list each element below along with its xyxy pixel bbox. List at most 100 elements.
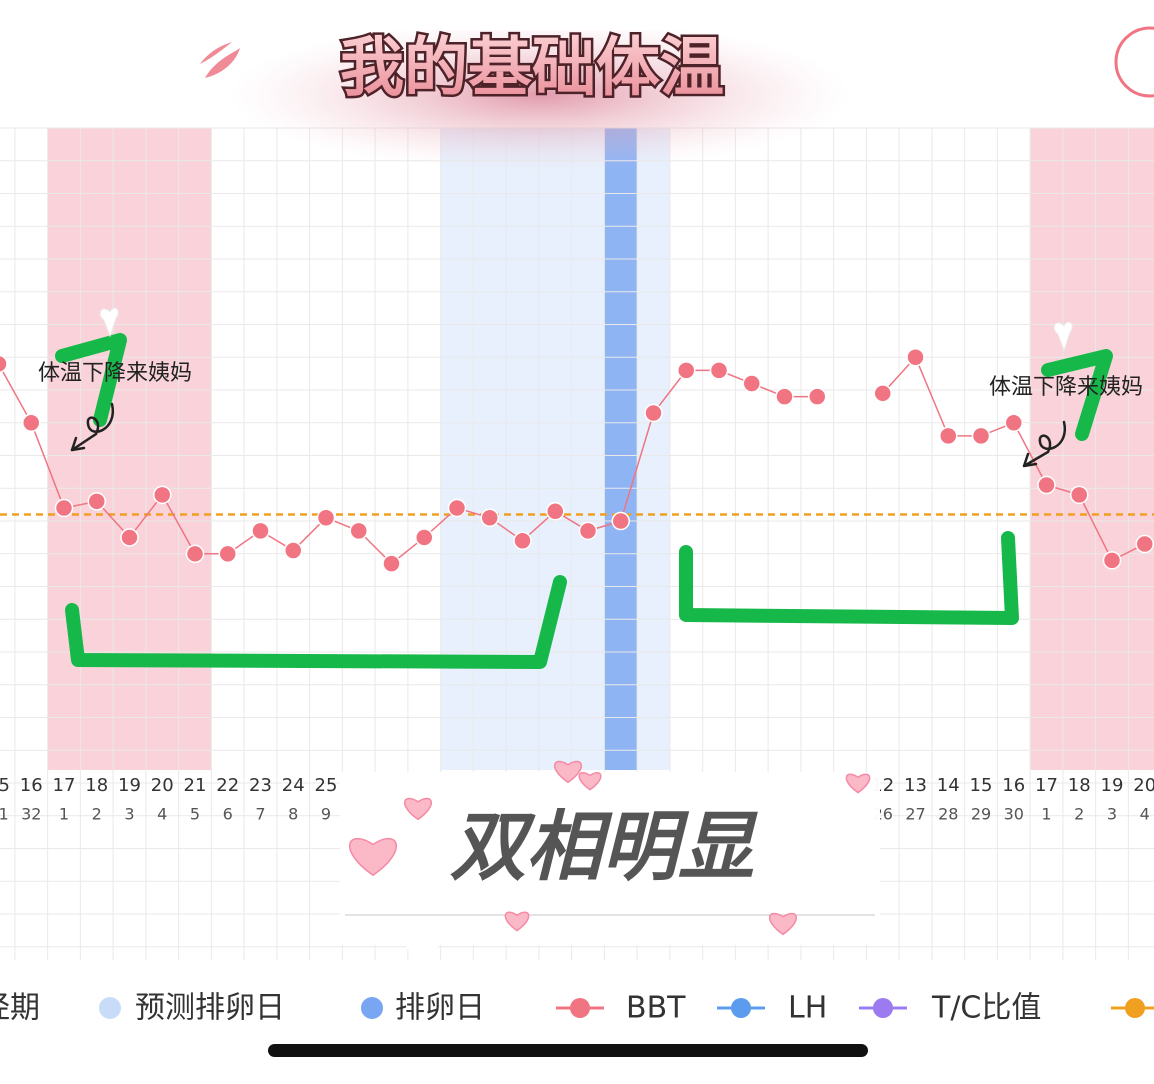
cycle-day-label: 30: [1004, 805, 1024, 824]
bbt-point: [1102, 551, 1122, 570]
date-label: 13: [904, 775, 927, 796]
bbt-point: [415, 528, 434, 547]
cycle-day-label: 3: [1107, 805, 1117, 824]
date-label: 23: [249, 775, 272, 796]
bbt-point: [382, 554, 401, 573]
day-band: [1128, 128, 1154, 770]
date-label: 24: [282, 775, 305, 796]
heart: [349, 837, 397, 877]
legend-label: BBT: [626, 991, 686, 1026]
bbt-point: [447, 498, 467, 518]
day-band: [1062, 128, 1096, 770]
legend-marker: [361, 997, 383, 1019]
date-label: 17: [53, 775, 76, 796]
date-label: 15: [970, 775, 993, 796]
bbt-point: [1037, 475, 1056, 495]
bbt-point: [873, 384, 892, 403]
cycle-day-label: 2: [92, 805, 102, 824]
legend-marker: [570, 998, 590, 1018]
date-label: 18: [1068, 775, 1091, 796]
bbt-point: [153, 485, 172, 505]
bbt-point: [349, 521, 368, 541]
bbt-point: [0, 354, 8, 373]
date-label: 15: [0, 775, 10, 796]
date-label: 22: [216, 775, 239, 796]
date-label: 16: [1002, 775, 1025, 796]
bbt-point: [316, 508, 336, 528]
legend-marker: [873, 998, 893, 1018]
cycle-day-label: 4: [1140, 805, 1150, 824]
bbt-point: [1004, 413, 1023, 433]
legend-marker: [731, 998, 751, 1018]
date-label: 25: [315, 775, 338, 796]
day-band: [113, 128, 146, 770]
bbt-point: [54, 498, 74, 518]
bbt-point: [1135, 534, 1154, 554]
bbt-point: [251, 521, 270, 541]
heart: [578, 771, 602, 791]
bbt-point: [611, 511, 630, 531]
date-label: 18: [85, 775, 108, 796]
heart: [99, 307, 119, 338]
curly-arrow: [70, 402, 115, 452]
sticker: 双相明显: [340, 760, 880, 965]
cycle-day-label: 8: [288, 805, 298, 824]
menu-button[interactable]: [1114, 26, 1154, 98]
legend-label: 预测排卵日: [135, 991, 285, 1026]
sticker-text: 双相明显: [450, 802, 758, 891]
legend-label: 排卵日: [395, 991, 485, 1026]
leaf-icon: [200, 42, 240, 78]
day-band: [538, 128, 572, 770]
header: 我的基础体温: [0, 0, 1154, 170]
date-label: 14: [937, 775, 960, 796]
legend-marker: [1125, 998, 1145, 1018]
cycle-day-label: 9: [321, 805, 331, 824]
cycle-day-label: 3: [124, 805, 134, 824]
legend: 经期 预测排卵日 排卵日 BBT LH T/C比值: [0, 991, 1154, 1026]
axis-labels: 1531163217118219320421522623724825912261…: [0, 775, 1154, 824]
date-label: 20: [1133, 775, 1154, 796]
cycle-day-label: 31: [0, 805, 9, 824]
bracket: [65, 575, 567, 669]
cycle-day-label: 1: [1041, 805, 1051, 824]
cycle-day-label: 7: [255, 805, 265, 824]
curly-arrow: [1022, 420, 1067, 468]
bbt-point: [578, 521, 598, 541]
cycle-day-label: 32: [21, 805, 41, 824]
home-indicator: [268, 1044, 868, 1057]
legend-label: LH: [788, 991, 827, 1026]
bbt-point: [742, 374, 761, 393]
bbt-point: [644, 403, 663, 423]
cycle-day-label: 27: [905, 805, 925, 824]
date-label: 17: [1035, 775, 1058, 796]
cycle-day-label: 2: [1074, 805, 1084, 824]
plot: [0, 348, 1154, 573]
bracket: [679, 531, 1019, 625]
cycle-day-label: 6: [223, 805, 233, 824]
date-label: 20: [151, 775, 174, 796]
bbt-point: [939, 426, 958, 446]
annotation: 体温下降来姨妈: [38, 361, 192, 386]
cycle-day-label: 28: [938, 805, 958, 824]
day-band: [80, 128, 114, 770]
heart: [554, 760, 582, 784]
date-label: 16: [20, 775, 43, 796]
bbt-point: [120, 528, 139, 547]
bbt-point: [513, 531, 532, 550]
heart: [845, 773, 871, 794]
day-band: [440, 128, 474, 770]
heart: [1053, 321, 1073, 352]
heart: [404, 797, 432, 821]
legend-label: 经期: [0, 991, 40, 1026]
legend-label: T/C比值: [931, 991, 1041, 1026]
bbt-point: [185, 544, 205, 564]
bbt-point: [906, 348, 925, 367]
arrow-sticker: [55, 333, 127, 427]
day-band: [604, 128, 638, 770]
bbt-point: [22, 413, 41, 433]
cycle-day-label: 1: [59, 805, 69, 824]
date-label: 19: [118, 775, 141, 796]
